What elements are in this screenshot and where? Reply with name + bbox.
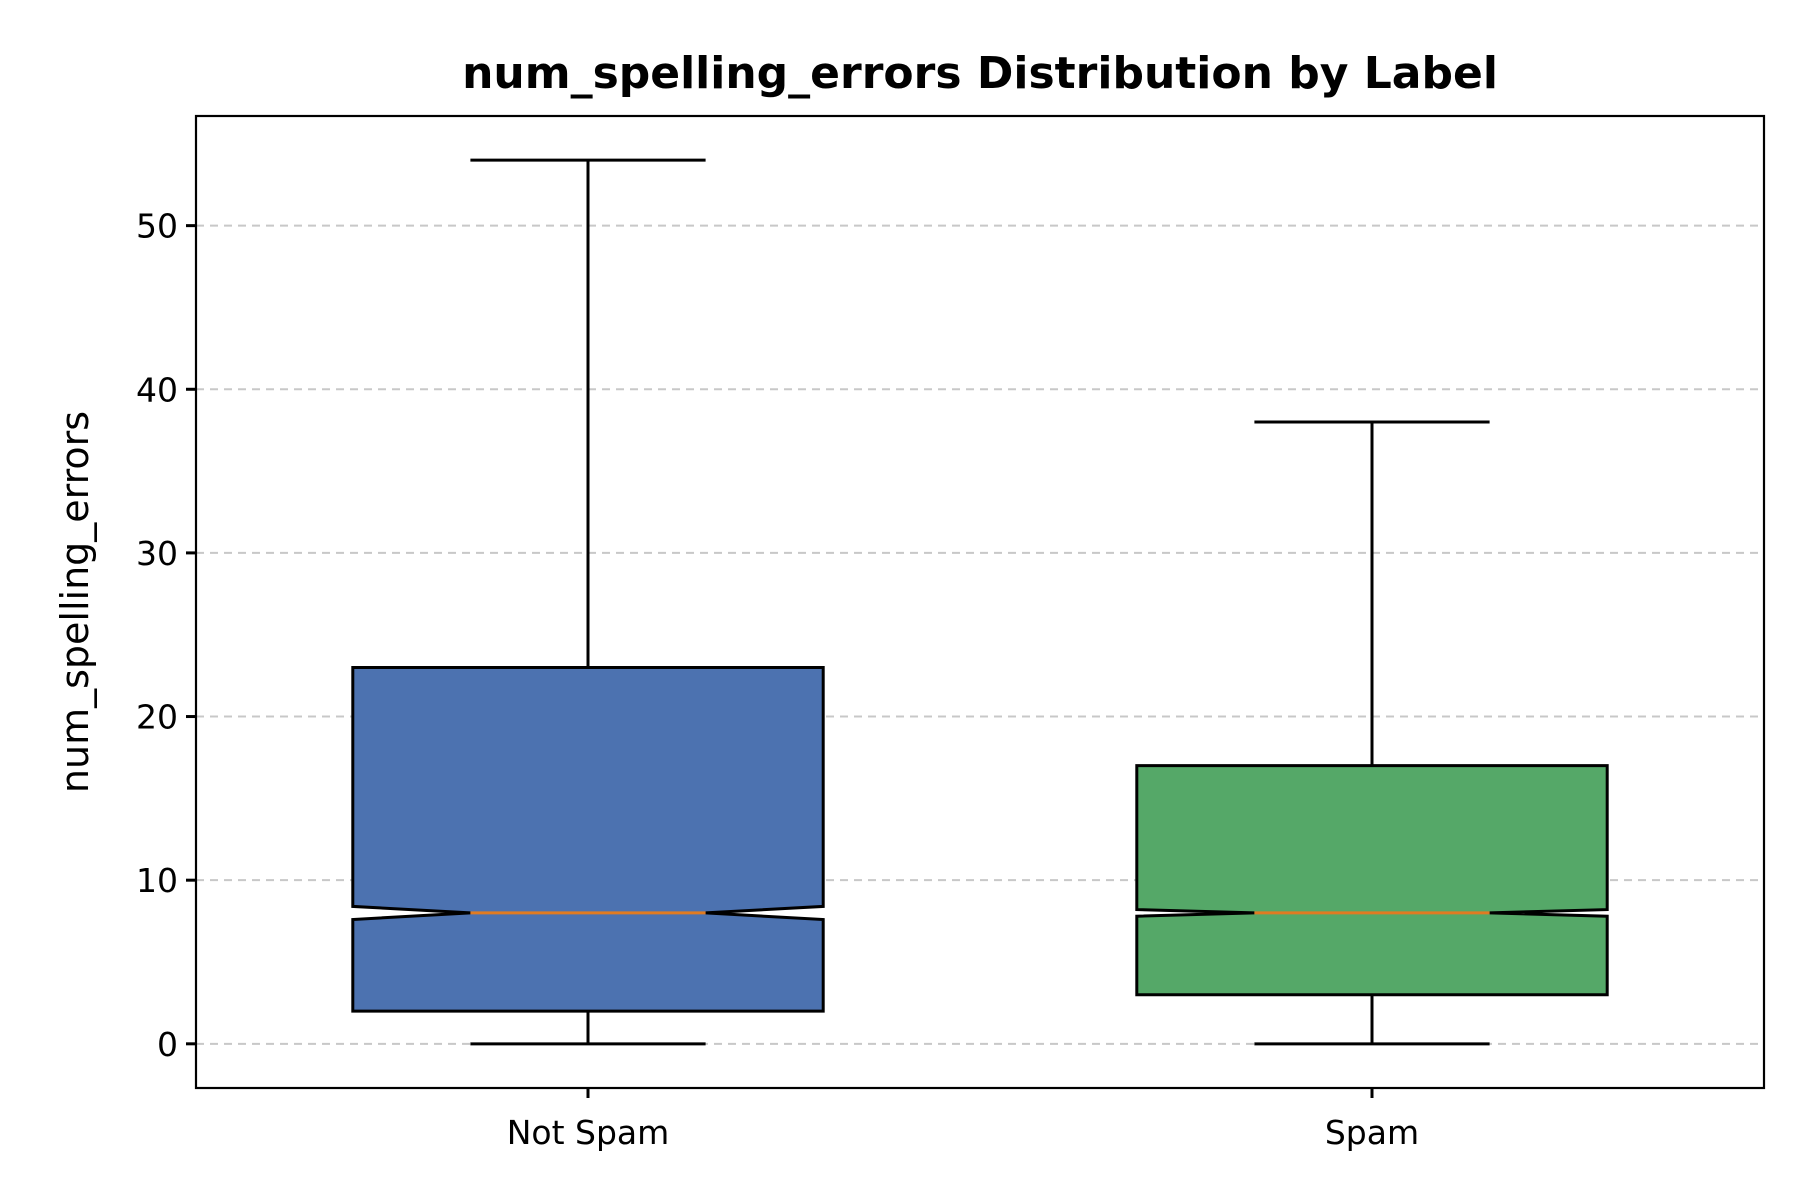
y-axis-label: num_spelling_errors bbox=[53, 411, 97, 793]
chart-title: num_spelling_errors Distribution by Labe… bbox=[462, 48, 1498, 99]
plot-frame bbox=[194, 114, 1766, 1090]
y-tick-label: 40 bbox=[136, 370, 178, 409]
y-tick-label: 50 bbox=[136, 207, 178, 246]
y-tick-label: 10 bbox=[136, 861, 178, 900]
box-not-spam bbox=[351, 158, 825, 1046]
x-tick-label: Not Spam bbox=[507, 1113, 670, 1152]
y-tick-label: 20 bbox=[136, 698, 178, 737]
y-tick-label: 30 bbox=[136, 534, 178, 573]
box-plot-series bbox=[351, 158, 1609, 1046]
x-tick-label: Spam bbox=[1325, 1113, 1419, 1152]
axes: 0 10 20 30 40 50 Not Spam Spam bbox=[136, 207, 1419, 1152]
y-tick-label: 0 bbox=[157, 1025, 178, 1064]
box-body bbox=[1135, 764, 1609, 997]
box-spam bbox=[1135, 420, 1609, 1046]
box-body bbox=[351, 666, 825, 1013]
